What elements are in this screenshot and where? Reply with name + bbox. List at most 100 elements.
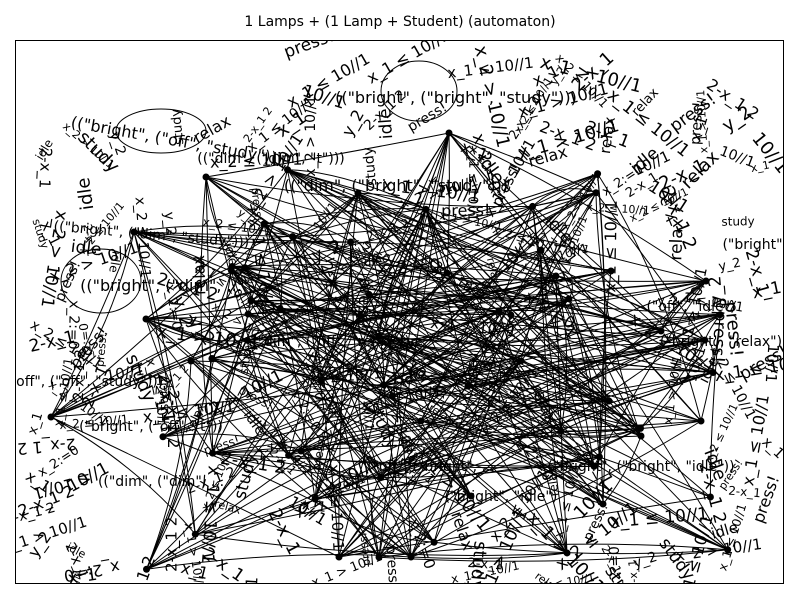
transition-edge	[205, 176, 293, 238]
transition-edge	[263, 223, 393, 397]
transition-edge	[288, 272, 448, 456]
graph-label: x_1 > 10//1	[694, 89, 710, 153]
transition-edge	[194, 206, 533, 535]
transition-edge	[288, 454, 412, 558]
state-node	[716, 311, 724, 319]
state-node	[311, 495, 319, 503]
state-node	[347, 238, 355, 246]
graph-label: study	[721, 214, 755, 229]
state-node	[191, 530, 199, 538]
state-node	[143, 565, 151, 573]
graph-label: x_1 ≤ 10//1	[464, 146, 480, 221]
transition-edge	[320, 314, 721, 382]
graph-label: relax	[666, 218, 687, 261]
state-node	[284, 166, 292, 174]
graph-label: x_1	[67, 565, 99, 584]
transition-edge	[133, 231, 705, 341]
transition-edge	[244, 267, 472, 497]
transition-edge	[448, 132, 597, 194]
state-node	[706, 493, 714, 501]
state-node	[594, 170, 602, 178]
state-node	[202, 173, 210, 181]
state-node	[247, 297, 255, 305]
transition-edge	[145, 318, 316, 500]
transition-edge	[314, 209, 427, 500]
state-node	[605, 397, 613, 405]
graph-label: x_1	[191, 255, 204, 274]
graph-label: 2-x_1	[728, 484, 762, 501]
graph-label: 2-x_1	[34, 147, 55, 189]
state-node	[507, 311, 515, 319]
graph-label: x_2 ≤ 10//1	[586, 201, 650, 217]
graph-label: x_1	[301, 497, 327, 516]
state-node	[590, 462, 598, 470]
transition-edge	[467, 192, 597, 387]
graph-label: ("off", ("bright", ...	[367, 459, 495, 475]
graph-label: y_2	[106, 130, 129, 158]
transition-edge	[133, 225, 293, 238]
transition-edge	[314, 314, 721, 500]
transition-edge	[360, 315, 595, 467]
transition-edge	[357, 192, 600, 458]
transition-edge	[350, 241, 385, 385]
transition-edge	[448, 132, 662, 332]
self-loop-layer	[60, 60, 458, 314]
transition-edge	[50, 231, 135, 418]
transition-edge	[709, 314, 721, 497]
graph-label: 10//1	[361, 399, 377, 431]
transition-edge	[380, 372, 714, 478]
diagram-title: 1 Lamps + (1 Lamp + Student) (automaton)	[244, 14, 556, 30]
state-node	[289, 233, 297, 241]
transition-edge	[231, 270, 382, 478]
transition-edge	[420, 420, 600, 458]
transition-edge	[700, 314, 721, 422]
transition-edge	[212, 330, 662, 454]
transition-edge	[434, 541, 728, 555]
transition-edge	[287, 169, 610, 402]
transition-edge	[392, 339, 705, 397]
transition-edge	[300, 450, 412, 558]
transition-edge	[425, 209, 512, 316]
state-node	[142, 315, 150, 323]
transition-edge	[532, 206, 562, 432]
transition-edge	[212, 308, 281, 454]
transition-edge	[247, 339, 595, 467]
transition-edge	[231, 270, 382, 478]
transition-edge	[146, 313, 249, 570]
graph-label: x_1	[241, 576, 262, 584]
graph-label: 10//1	[717, 143, 756, 171]
transition-edge	[145, 173, 598, 320]
transition-edge	[448, 132, 702, 422]
state-node	[599, 500, 607, 508]
transition-edge	[383, 310, 500, 386]
transition-edge	[320, 315, 361, 382]
transition-edge	[540, 250, 568, 554]
transition-edge	[597, 173, 606, 457]
graph-label: 2-x_1 2	[16, 433, 76, 458]
transition-edge	[540, 249, 595, 467]
transition-edge	[640, 339, 706, 429]
state-node	[260, 220, 268, 228]
transition-edge	[378, 427, 641, 558]
transition-edge	[162, 314, 721, 438]
transition-edge	[288, 298, 570, 456]
state-node	[228, 262, 236, 270]
graph-label: y_2	[631, 549, 659, 572]
graph-label: press!	[441, 200, 491, 220]
transition-edge	[145, 318, 435, 543]
graph-label: x_2 ≤ 10//1	[131, 196, 153, 278]
state-node	[417, 417, 425, 425]
state-node	[422, 205, 430, 213]
transition-edge	[292, 192, 359, 238]
graph-label: press!	[309, 433, 329, 472]
state-node	[724, 546, 732, 554]
automaton-graph: (("bright", ("bright", "study"))) (("brig…	[16, 41, 783, 584]
transition-edge	[540, 249, 702, 422]
transition-edge	[263, 223, 642, 437]
graph-label: x_2 ≤ 10//1	[301, 366, 383, 389]
transition-edge	[597, 173, 702, 422]
transition-edge	[300, 450, 435, 543]
transition-edge	[146, 330, 662, 570]
graph-label: idle	[106, 250, 123, 274]
state-node	[702, 277, 710, 285]
